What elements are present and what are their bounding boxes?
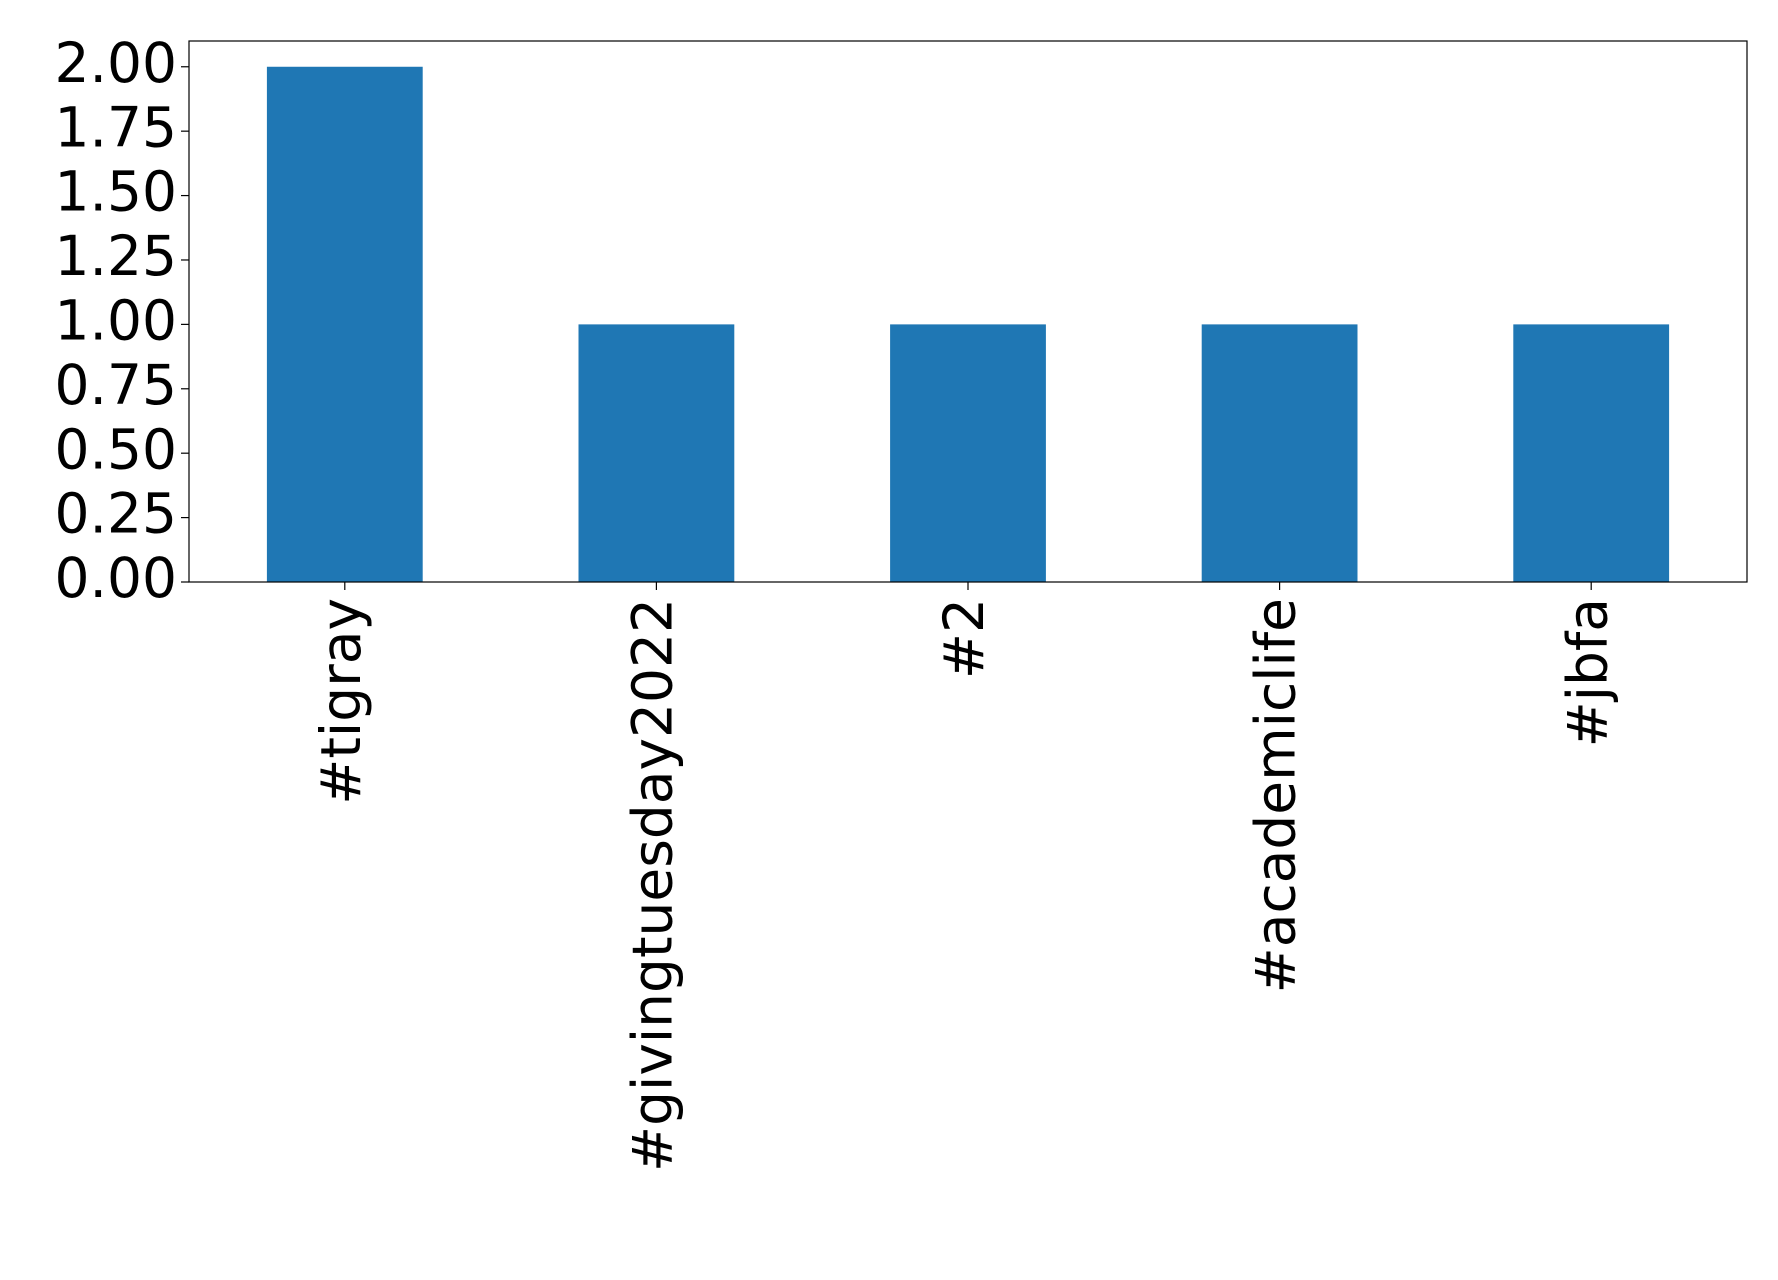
bar xyxy=(890,324,1046,582)
y-tick-label: 1.00 xyxy=(55,289,177,353)
plot-frame xyxy=(188,40,1748,583)
y-tick-label: 1.75 xyxy=(55,95,177,159)
x-tick-label: #academiclife xyxy=(1244,598,1308,993)
y-tick-label: 1.25 xyxy=(55,224,177,288)
y-tick-label: 0.25 xyxy=(55,482,177,546)
y-tick-label: 2.00 xyxy=(55,31,177,95)
bar xyxy=(578,324,735,582)
y-tick-label: 0.75 xyxy=(55,353,177,417)
bar xyxy=(1201,324,1358,582)
x-tick-label: #2 xyxy=(932,598,996,679)
x-tick-label: #jbfa xyxy=(1555,598,1619,747)
y-tick-label: 0.00 xyxy=(55,546,177,610)
y-tick-label: 1.50 xyxy=(55,160,177,224)
bar xyxy=(266,66,423,582)
x-tick-label: #tigray xyxy=(309,598,373,805)
y-tick-label: 0.50 xyxy=(55,417,177,481)
bar xyxy=(1513,324,1670,582)
x-tick-label: #givingtuesday2022 xyxy=(621,598,685,1172)
